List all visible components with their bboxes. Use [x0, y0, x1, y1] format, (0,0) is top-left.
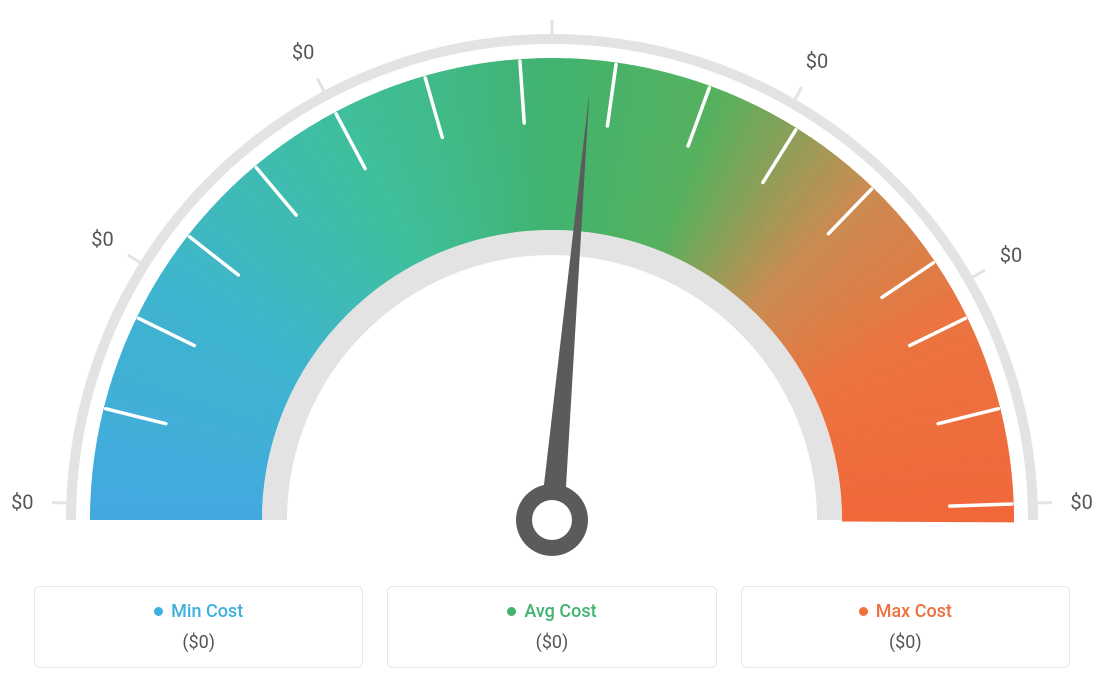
legend-label-min: Min Cost	[171, 601, 243, 622]
gauge-tick-label: $0	[541, 0, 563, 2]
gauge-tick-label: $0	[1070, 490, 1092, 514]
legend-value-min: ($0)	[45, 632, 352, 653]
legend-label-avg: Avg Cost	[524, 601, 596, 622]
gauge-tick-label: $0	[11, 490, 33, 514]
legend-title-min: Min Cost	[154, 601, 243, 622]
gauge-svg	[0, 10, 1104, 570]
legend-value-avg: ($0)	[398, 632, 705, 653]
legend-card-avg: Avg Cost ($0)	[387, 586, 716, 668]
legend-card-max: Max Cost ($0)	[741, 586, 1070, 668]
legend-dot-min	[154, 607, 163, 616]
legend-dot-max	[859, 607, 868, 616]
gauge-tick-label: $0	[1000, 243, 1022, 267]
gauge-tick-label: $0	[91, 227, 113, 251]
legend-label-max: Max Cost	[876, 601, 952, 622]
legend-card-min: Min Cost ($0)	[34, 586, 363, 668]
gauge-chart: $0 $0 $0 $0 $0 $0 $0	[0, 0, 1104, 560]
gauge-tick-label: $0	[806, 49, 828, 73]
legend-dot-avg	[507, 607, 516, 616]
gauge-tick-label: $0	[292, 40, 314, 64]
legend-value-max: ($0)	[752, 632, 1059, 653]
legend-title-avg: Avg Cost	[507, 601, 596, 622]
legend-title-max: Max Cost	[859, 601, 952, 622]
legend-row: Min Cost ($0) Avg Cost ($0) Max Cost ($0…	[0, 586, 1104, 690]
